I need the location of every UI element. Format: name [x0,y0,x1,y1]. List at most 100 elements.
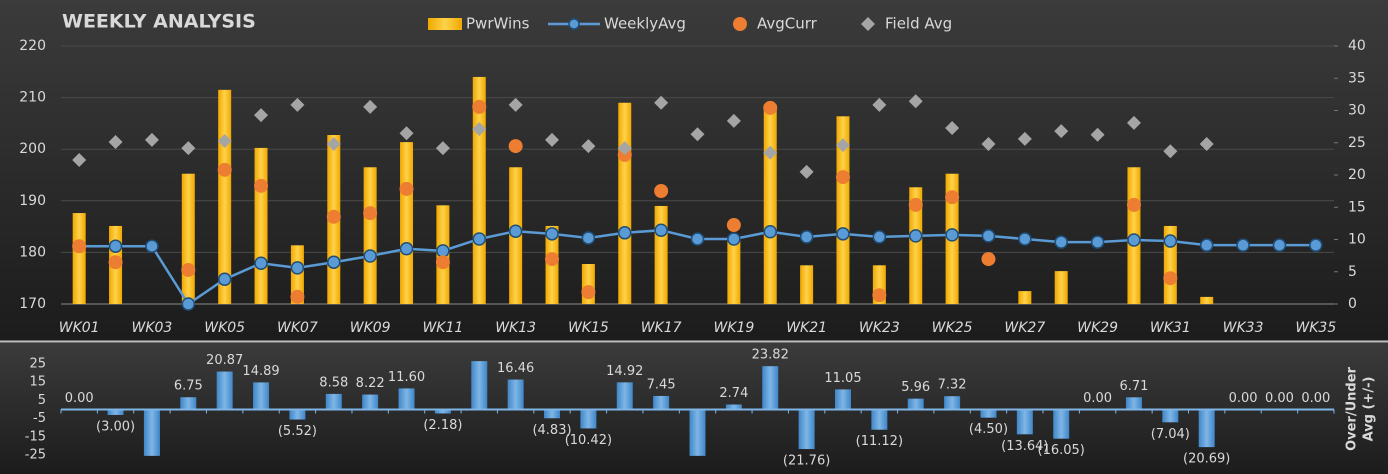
bar [798,409,815,450]
point [835,170,850,185]
bar [689,409,706,456]
x-tick-label: WK15 [568,320,609,336]
value-label: 0.00 [1301,391,1330,406]
line-marker [363,249,377,263]
line-marker [1090,235,1105,249]
x-tick-label: WK11 [422,320,463,336]
bar [1018,291,1032,304]
y2-tick-label: 5 [1348,264,1357,280]
bar [654,205,668,304]
point [254,108,269,123]
legend-swatch [733,17,747,31]
x-tick-label: WK25 [932,320,973,336]
bar [763,104,777,304]
bar [434,409,451,414]
value-label: 11.60 [388,370,425,385]
bar [1125,397,1142,410]
legend-label: WeeklyAvg [604,15,686,33]
point [763,145,778,160]
y-tick-label: 15 [29,375,46,390]
value-label: 7.45 [647,377,676,392]
point [1163,271,1178,286]
y-tick-label: 210 [19,90,46,106]
x-tick-label: WK13 [495,320,536,336]
point [872,288,887,303]
bar [871,409,888,430]
bar [218,89,232,304]
point [181,141,196,156]
point [181,262,196,277]
point [945,121,960,136]
point [617,141,632,156]
point [472,99,487,114]
point [1126,197,1141,212]
bar [544,409,561,419]
value-label: 23.82 [752,348,789,363]
x-tick-label: WK23 [859,320,900,336]
y2-tick-label: 10 [1348,232,1366,248]
bar [254,147,268,304]
value-label: (16.05) [1038,443,1085,458]
y2-tick-label: 20 [1348,167,1366,183]
bar [616,382,633,410]
point [508,139,523,154]
point [545,132,560,147]
point [72,153,87,168]
point [399,126,414,141]
line-marker [799,230,814,244]
line-marker [508,224,523,238]
bar [290,245,304,304]
y-axis-title: Over/Under [1345,366,1360,450]
point [144,132,159,147]
point [435,255,450,270]
line-marker [1199,238,1214,252]
bar [289,409,306,420]
line-marker [1018,232,1032,246]
x-tick-label: WK31 [1150,320,1191,336]
x-tick-label: WK01 [59,320,100,336]
point [981,252,996,267]
bar [834,389,851,410]
bar [653,395,670,410]
point [1054,124,1069,139]
value-label: (5.52) [278,424,317,439]
line-marker [327,255,341,269]
x-tick-label: WK33 [1223,320,1264,336]
line-marker [436,244,450,258]
y-tick-label: -5 [33,411,46,426]
charts: 170 180 190 200 210 220 0 5 10 15 20 25 30 35 40 WK01 WK… [19,15,1376,469]
value-label: 7.32 [938,378,967,393]
value-label: 2.74 [719,386,748,401]
value-label: 6.75 [174,379,203,394]
bar [1054,271,1068,304]
y-tick-label: 200 [19,141,46,157]
value-label: 8.58 [319,375,348,390]
bar [944,396,961,410]
value-label: 16.46 [497,361,534,376]
x-tick-label: WK17 [641,320,682,336]
point [690,127,705,142]
bar [398,388,415,410]
line-marker [217,272,232,286]
point [654,183,669,198]
x-tick-label: WK19 [713,320,754,336]
bar [580,409,597,429]
point [908,197,923,212]
point [254,178,269,193]
legend-label: PwrWins [466,15,530,33]
point [435,141,450,156]
line-marker [1163,234,1178,248]
line-marker [618,226,632,240]
line-marker [763,225,777,239]
point [217,133,232,148]
bar [253,382,270,410]
line-marker [545,227,559,241]
point [1163,144,1178,159]
point [472,122,487,137]
x-tick-label: WK09 [350,320,391,336]
line-marker [1272,238,1287,252]
point [763,100,778,115]
y-tick-label: 190 [19,193,46,209]
line-marker [254,256,268,270]
legend-label: AvgCurr [757,15,818,33]
